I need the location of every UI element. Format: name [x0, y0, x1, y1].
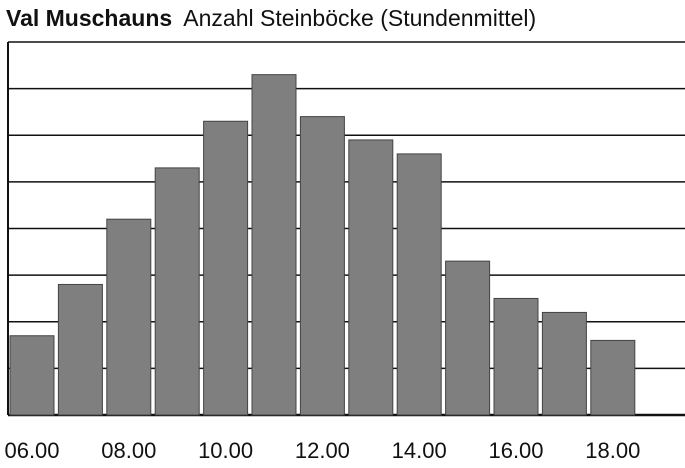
- x-tick-label: 14.00: [392, 438, 447, 463]
- bar: [348, 139, 394, 416]
- bar: [445, 260, 491, 416]
- bar: [541, 311, 587, 416]
- bar: [396, 153, 442, 416]
- x-tick-label: 16.00: [488, 438, 543, 463]
- x-tick-label: 08.00: [101, 438, 156, 463]
- bar: [251, 74, 297, 416]
- chart-heading: Val Muschauns Anzahl Steinböcke (Stunden…: [6, 5, 536, 31]
- bar: [154, 167, 200, 416]
- bar: [203, 120, 249, 416]
- chart-subtitle: Anzahl Steinböcke (Stundenmittel): [183, 5, 536, 31]
- x-tick-label: 12.00: [295, 438, 350, 463]
- x-tick-label: 10.00: [198, 438, 253, 463]
- bar: [57, 283, 103, 416]
- chart-title: Val Muschauns: [6, 5, 172, 31]
- bar: [590, 339, 636, 416]
- x-tick-label: 06.00: [4, 438, 59, 463]
- x-tick-label: 18.00: [585, 438, 640, 463]
- bar: [9, 335, 55, 416]
- bar: [299, 116, 345, 416]
- bar: [493, 297, 539, 416]
- bar: [106, 218, 152, 416]
